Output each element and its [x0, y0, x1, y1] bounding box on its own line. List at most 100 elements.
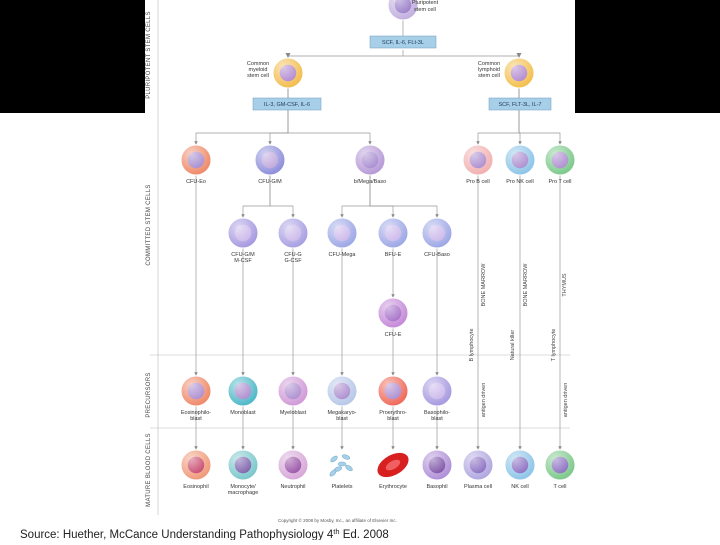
cell-label: Plasma cell — [464, 484, 492, 490]
cell-shine — [545, 145, 575, 175]
cell-shine — [463, 450, 493, 480]
cell-label: blast — [336, 416, 348, 422]
cell-shine — [181, 376, 211, 406]
cell-shine — [327, 218, 357, 248]
arrow — [269, 175, 295, 218]
annotation: BONE MARROW — [523, 263, 529, 307]
cell-label: CFU-G — [284, 252, 301, 258]
cell-shine — [181, 145, 211, 175]
cell-label: T cell — [553, 484, 566, 490]
cell-label: CFU-Eo — [186, 179, 206, 185]
cell-label: Basophilo- — [424, 410, 450, 416]
cell-shine — [228, 376, 258, 406]
cell-label: Common — [247, 61, 269, 67]
cell-label: Platelets — [331, 484, 352, 490]
cell-shine — [545, 450, 575, 480]
factor-box — [488, 97, 552, 111]
cell-label: CFU-Mega — [329, 252, 357, 258]
cell-shine — [504, 58, 534, 88]
cell-shine — [181, 450, 211, 480]
cell-shine — [273, 58, 303, 88]
cell-shine — [422, 218, 452, 248]
cell-label: M-CSF — [234, 258, 252, 264]
cell-shine — [327, 376, 357, 406]
cell-label: Megakaryo- — [327, 410, 356, 416]
cell-label: Pro T cell — [548, 179, 571, 185]
platelet — [341, 454, 351, 460]
cell-label: Monocyte/ — [230, 484, 256, 490]
cell-label: stem cell — [478, 73, 500, 79]
cell-label: Pluripotent — [412, 0, 439, 6]
factor-box — [252, 97, 322, 111]
cell-shine — [505, 145, 535, 175]
cell-shine — [278, 450, 308, 480]
diagram-panel — [145, 0, 575, 530]
cell-label: blast — [387, 416, 399, 422]
cell-shine — [505, 450, 535, 480]
annotation: B lymphocyte — [469, 328, 475, 361]
cell-label: Eosinophil — [183, 484, 208, 490]
cell-shine — [255, 145, 285, 175]
arrow — [518, 88, 562, 145]
platelet — [330, 455, 338, 463]
cell-label: Neutrophil — [280, 484, 305, 490]
annotation: antigen driven — [481, 383, 487, 418]
cell-label: Proerythro- — [379, 410, 407, 416]
cell-label: lymphoid — [478, 67, 500, 73]
cell-shine — [422, 376, 452, 406]
source-superscript: th — [333, 527, 339, 536]
cell-label: blast — [190, 416, 202, 422]
annotation: BONE MARROW — [481, 263, 487, 307]
cell-label: CFU-G/M — [258, 179, 282, 185]
cell-shine — [378, 218, 408, 248]
arrow — [288, 20, 519, 57]
cell-label: Myeloblast — [280, 410, 307, 416]
stage-label: COMMITTED STEM CELLS — [146, 184, 152, 265]
erythrocyte-center — [385, 459, 401, 471]
cell-label: Monoblast — [230, 410, 256, 416]
cell-shine — [378, 376, 408, 406]
cell-shine — [278, 376, 308, 406]
cell-label: Pro NK cell — [506, 179, 534, 185]
cell-label: blast — [431, 416, 443, 422]
platelet — [337, 461, 347, 467]
cell-shine — [228, 450, 258, 480]
annotation: antigen driven — [563, 383, 569, 418]
cell-shine — [463, 145, 493, 175]
cell-label: Erythrocyte — [379, 484, 407, 490]
annotation: THYMUS — [562, 273, 568, 297]
arrow — [287, 88, 372, 145]
cell-label: stem cell — [247, 73, 269, 79]
arrows — [150, 0, 570, 515]
cell-shine — [355, 145, 385, 175]
source-caption: Source: Huether, McCance Understanding P… — [20, 527, 389, 540]
cell-label: CFU-Baso — [424, 252, 450, 258]
annotation: Natural killer — [510, 330, 516, 361]
cell-label: NK cell — [511, 484, 528, 490]
cell-shine — [378, 298, 408, 328]
cell-label: CFU-G/M — [231, 252, 255, 258]
cell-label: Eosinophilo- — [181, 410, 211, 416]
cell-label: macrophage — [228, 490, 259, 496]
stage-label: MATURE BLOOD CELLS — [146, 433, 152, 507]
source-text: Source: Huether, McCance Understanding P… — [20, 529, 334, 540]
cell-label: myeloid — [249, 67, 268, 73]
cell-label: BFU-E — [385, 252, 402, 258]
cells — [180, 0, 576, 481]
cell-label: G-CSF — [284, 258, 302, 264]
cell-shine — [422, 450, 452, 480]
stage-label: PLURIPOTENT STEM CELLS — [146, 11, 152, 99]
factor-label: IL-3, GM-CSF, IL-6 — [264, 102, 310, 108]
cell-label: stem cell — [414, 7, 436, 13]
factor-box — [369, 35, 437, 49]
stage-label: PRECURSORS — [146, 372, 152, 417]
cell-shine — [278, 218, 308, 248]
factor-label: SCF, FLT-3L, IL-7 — [499, 102, 542, 108]
factor-label: SCF, IL-6, FLt-3L — [382, 40, 424, 46]
cell-label: Pro B cell — [466, 179, 490, 185]
cell-label: Common — [478, 61, 500, 67]
cell-label: Basophil — [426, 484, 447, 490]
cell-shine — [388, 0, 418, 20]
source-suffix: Ed. 2008 — [340, 529, 389, 540]
